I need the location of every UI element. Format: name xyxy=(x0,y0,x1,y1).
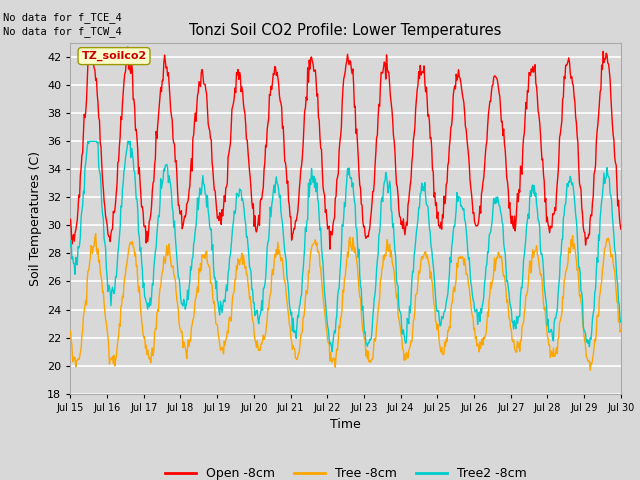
Title: Tonzi Soil CO2 Profile: Lower Temperatures: Tonzi Soil CO2 Profile: Lower Temperatur… xyxy=(189,23,502,38)
Text: TZ_soilco2: TZ_soilco2 xyxy=(81,51,147,61)
Legend: Open -8cm, Tree -8cm, Tree2 -8cm: Open -8cm, Tree -8cm, Tree2 -8cm xyxy=(159,462,532,480)
X-axis label: Time: Time xyxy=(330,418,361,431)
Y-axis label: Soil Temperatures (C): Soil Temperatures (C) xyxy=(29,151,42,286)
Text: No data for f_TCE_4: No data for f_TCE_4 xyxy=(3,12,122,23)
Text: No data for f_TCW_4: No data for f_TCW_4 xyxy=(3,26,122,37)
